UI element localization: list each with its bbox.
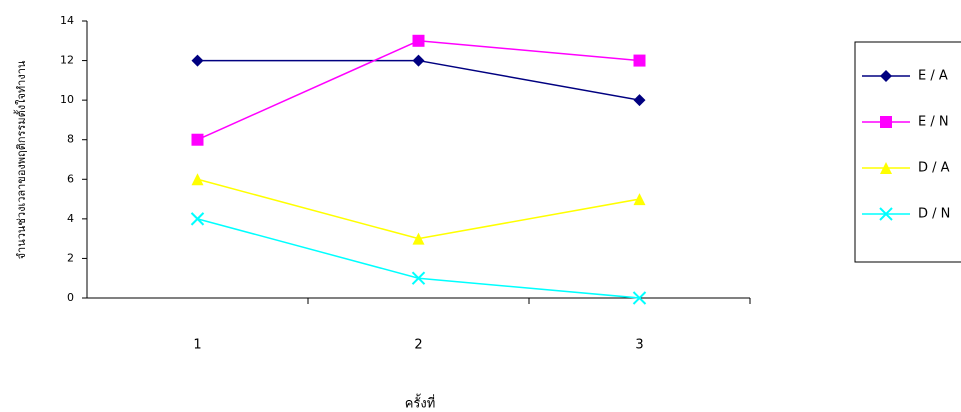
y-tick-label: 12 [60, 54, 74, 67]
marker [412, 232, 425, 245]
marker [880, 70, 892, 82]
legend-label: D / N [918, 207, 950, 222]
series-line [197, 218, 640, 299]
legend-label: E / N [918, 115, 949, 130]
y-tick-label: 6 [67, 172, 74, 185]
marker [632, 291, 647, 305]
marker [633, 54, 646, 67]
marker [879, 207, 893, 221]
marker [412, 34, 425, 47]
marker [880, 116, 892, 128]
legend-label: D / A [918, 161, 950, 176]
legend-box [854, 41, 961, 263]
y-tick-label: 8 [67, 133, 74, 146]
x-axis-title: ครั้งที่ [405, 394, 436, 412]
marker [412, 54, 425, 67]
marker [633, 94, 646, 107]
legend-label: E / A [918, 69, 948, 84]
y-tick-label: 0 [67, 291, 74, 304]
x-tick-label: 2 [414, 338, 422, 353]
y-tick-label: 14 [60, 14, 74, 27]
marker [880, 162, 892, 174]
y-axis-title: จำนวนช่วงเวลาของพฤติกรรมตั้งใจทำงาน [13, 60, 28, 259]
marker [411, 271, 426, 285]
marker [191, 54, 204, 67]
series-line [197, 178, 640, 240]
marker-stroke [632, 291, 647, 305]
y-tick-label: 2 [67, 251, 74, 264]
x-tick-label: 3 [635, 338, 643, 353]
marker-stroke [190, 212, 205, 226]
marker-stroke [411, 271, 426, 285]
y-tick-label: 10 [60, 93, 74, 106]
marker [190, 212, 205, 226]
marker [191, 173, 204, 186]
y-tick-label: 4 [67, 212, 74, 225]
x-tick-label: 1 [193, 338, 201, 353]
marker [633, 193, 646, 206]
marker [191, 133, 204, 146]
marker-stroke [879, 207, 893, 221]
